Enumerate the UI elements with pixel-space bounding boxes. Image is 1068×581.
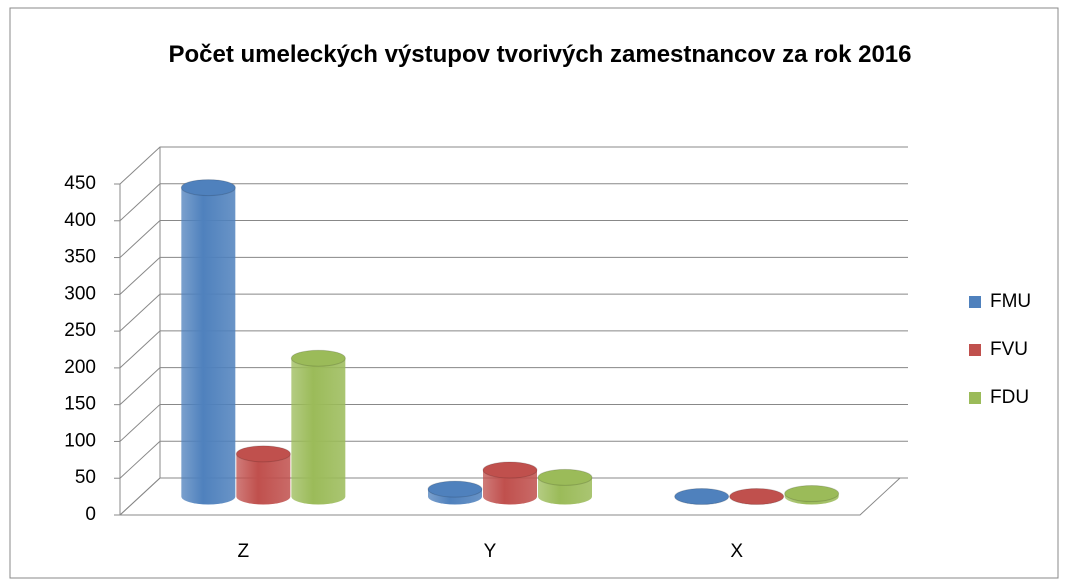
y-tick-label: 400 [64,210,96,231]
bar-top [674,488,730,505]
y-tick-label: 350 [64,247,96,268]
bar [537,468,593,505]
bar-top [290,349,346,367]
bar-body [181,187,236,505]
legend-label: FDU [990,387,1029,408]
bar-top [729,488,785,505]
bar [180,179,236,505]
chart-title: Počet umeleckých výstupov tvorivých zame… [168,41,912,68]
bar [674,488,730,505]
x-tick-label: Z [238,541,250,562]
legend-swatch [969,296,981,308]
legend-label: FVU [990,339,1028,360]
bar-top [235,445,291,463]
y-tick-label: 300 [64,283,96,304]
bar-top [427,480,483,498]
y-tick-label: 0 [85,504,96,525]
bar-body [291,358,346,505]
bar-body [236,453,291,505]
bar-top [784,485,840,503]
y-tick-label: 100 [64,430,96,451]
bar [729,488,785,505]
bar [784,485,840,505]
y-tick-label: 200 [64,357,96,378]
y-tick-label: 50 [75,467,96,488]
bar-top [482,461,538,479]
bar-top [180,179,236,197]
bar [427,480,483,505]
bar [235,445,291,505]
legend-swatch [969,392,981,404]
y-tick-label: 250 [64,320,96,341]
legend-label: FMU [990,291,1031,312]
legend-swatch [969,344,981,356]
x-tick-label: Y [484,541,497,562]
bar [290,349,346,505]
x-tick-label: X [730,541,743,562]
y-tick-label: 450 [64,173,96,194]
bar-body [483,470,537,505]
y-tick-label: 150 [64,394,96,415]
bar-top [537,468,593,486]
bar [482,461,538,505]
